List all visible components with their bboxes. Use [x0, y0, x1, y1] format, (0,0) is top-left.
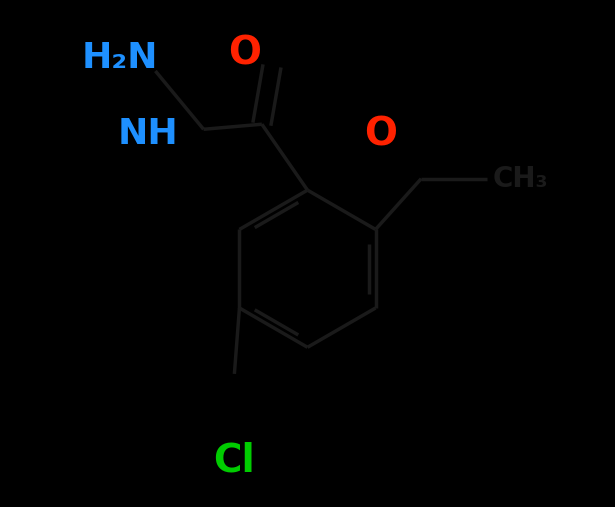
Text: NH: NH [117, 117, 178, 152]
Text: CH₃: CH₃ [492, 165, 548, 193]
Text: O: O [228, 34, 261, 72]
Text: Cl: Cl [213, 442, 255, 479]
Text: O: O [365, 116, 397, 153]
Text: H₂N: H₂N [82, 41, 159, 76]
